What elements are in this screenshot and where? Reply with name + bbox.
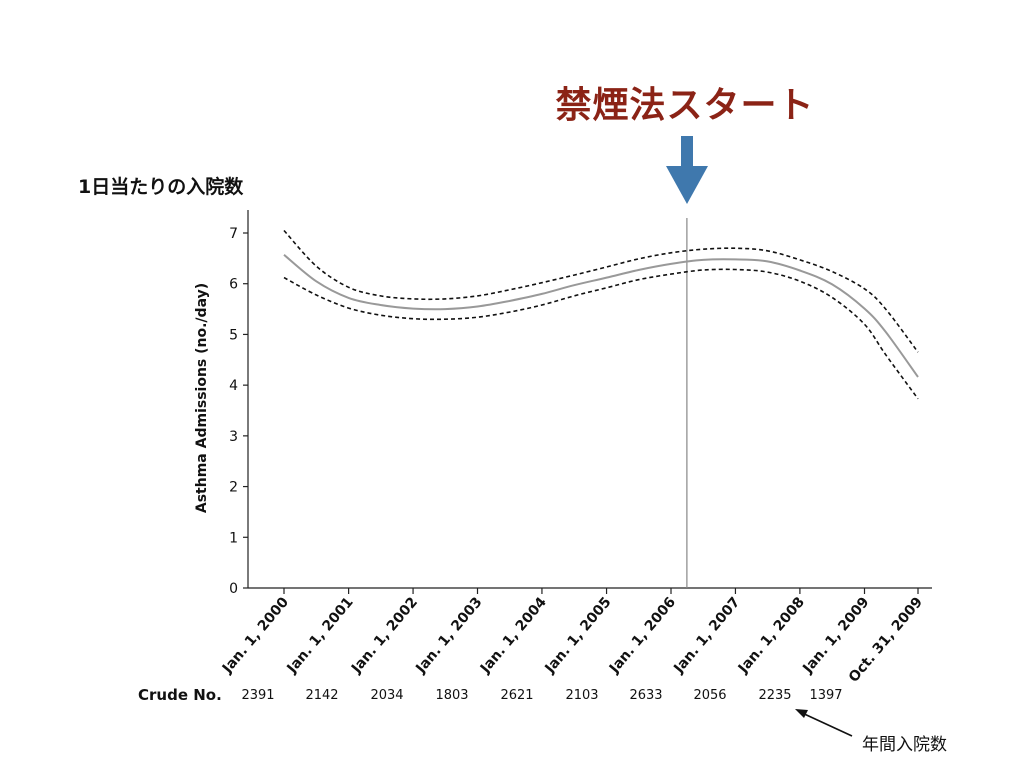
crude-number-value: 1397	[809, 688, 843, 703]
down-arrow-head	[666, 166, 708, 204]
annual-admissions-note: 年間入院数	[862, 735, 947, 755]
crude-number-label: Crude No.	[138, 686, 222, 704]
x-tick-label: Jan. 1, 2001	[284, 594, 357, 677]
upper-bound-curve	[283, 229, 919, 353]
x-tick-label: Jan. 1, 2004	[477, 594, 550, 677]
annotation-arrow	[666, 136, 708, 204]
y-axis-label: Asthma Admissions (no./day)	[194, 283, 210, 513]
y-tick-label: 2	[229, 480, 238, 496]
y-tick-label: 7	[229, 226, 238, 242]
crude-number-value: 2633	[629, 688, 663, 703]
lower-bound-curve	[283, 268, 919, 400]
crude-number-value: 2103	[565, 688, 599, 703]
x-tick-label: Jan. 1, 2005	[541, 594, 614, 677]
crude-number-value: 2034	[370, 688, 404, 703]
y-tick-label: 0	[229, 581, 238, 597]
y-axis-ticks: 0 1 2 3 4 5 6 7	[229, 226, 248, 597]
estimate-curve	[283, 254, 919, 378]
x-tick-label: Jan. 1, 2007	[670, 594, 743, 677]
japanese-y-axis-label: 1日当たりの入院数	[78, 176, 244, 198]
crude-number-value: 1803	[435, 688, 469, 703]
crude-number-value: 2621	[500, 688, 534, 703]
y-tick-label: 3	[229, 429, 238, 445]
x-tick-label: Jan. 1, 2000	[219, 594, 292, 677]
y-tick-label: 1	[229, 530, 238, 546]
axes	[247, 210, 932, 589]
x-tick-label: Jan. 1, 2002	[348, 594, 421, 677]
crude-number-value: 2235	[758, 688, 792, 703]
x-tick-label: Jan. 1, 2003	[412, 594, 485, 677]
y-tick-label: 4	[229, 378, 238, 394]
y-tick-label: 5	[229, 327, 238, 343]
y-tick-label: 6	[229, 277, 238, 293]
x-tick-label: Jan. 1, 2008	[735, 594, 808, 677]
crude-number-value: 2142	[305, 688, 339, 703]
crude-number-value: 2391	[241, 688, 275, 703]
crude-number-value: 2056	[693, 688, 727, 703]
down-arrow-shaft	[681, 136, 693, 166]
x-tick-label: Jan. 1, 2006	[606, 594, 679, 677]
series-lines	[283, 229, 919, 400]
